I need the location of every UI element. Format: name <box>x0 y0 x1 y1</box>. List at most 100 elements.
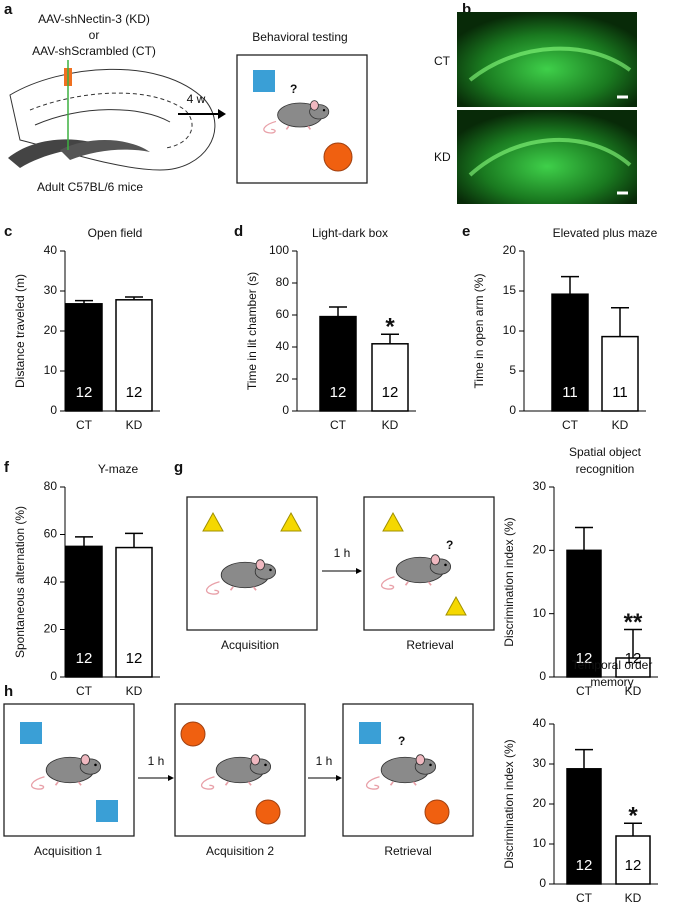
micrograph <box>457 110 637 204</box>
y-tick-label: 30 <box>44 283 58 297</box>
object-square <box>253 70 275 92</box>
object-triangle <box>382 511 404 532</box>
x-tick-label: KD <box>625 684 642 698</box>
y-tick-label: 20 <box>44 622 58 636</box>
y-tick-label: 15 <box>503 283 517 297</box>
x-tick-label: KD <box>126 418 143 432</box>
x-tick-label: CT <box>562 418 579 432</box>
object-circle <box>323 142 353 172</box>
y-tick-label: 80 <box>44 479 58 493</box>
bar <box>566 768 602 885</box>
bar <box>319 315 357 412</box>
n-label: 12 <box>576 857 593 874</box>
y-tick-label: 5 <box>509 363 516 377</box>
y-tick-label: 30 <box>533 479 547 493</box>
y-tick-label: 40 <box>276 339 290 353</box>
cell-layer <box>468 46 632 82</box>
chart-title: Elevated plus maze <box>553 226 658 240</box>
object-square <box>359 722 381 744</box>
arrow-head <box>218 109 226 119</box>
cell-layer <box>468 138 632 177</box>
y-tick-label: 20 <box>503 243 517 257</box>
object-square <box>20 722 42 744</box>
panel-label: b <box>462 1 471 18</box>
y-axis-label: Discrimination index (%) <box>502 517 516 646</box>
bar <box>601 335 639 412</box>
panel-label: a <box>4 1 13 18</box>
bar <box>615 657 651 678</box>
chart-title: recognition <box>576 462 635 476</box>
bar <box>115 299 153 412</box>
y-tick-label: 40 <box>44 243 58 257</box>
label: 4 w <box>187 92 206 106</box>
hippocampus-drawing <box>8 60 216 171</box>
y-tick-label: 0 <box>509 403 516 417</box>
label: Acquisition <box>221 638 279 652</box>
y-tick-label: 60 <box>276 307 290 321</box>
y-tick-label: 0 <box>282 403 289 417</box>
chart-title: Open field <box>88 226 143 240</box>
bar <box>115 546 153 678</box>
n-label: 12 <box>76 384 93 401</box>
n-label: 12 <box>126 650 143 667</box>
panel-label: c <box>4 223 12 240</box>
label: or <box>89 28 100 42</box>
y-tick-label: 0 <box>539 669 546 683</box>
bar <box>371 343 409 412</box>
object-square <box>96 800 118 822</box>
x-tick-label: CT <box>76 418 93 432</box>
y-tick-label: 10 <box>533 606 547 620</box>
chart-title: Light-dark box <box>312 226 388 240</box>
label: ? <box>446 538 453 552</box>
label: Behavioral testing <box>252 30 347 44</box>
n-label: 12 <box>76 650 93 667</box>
n-label: 12 <box>126 384 143 401</box>
x-tick-label: KD <box>625 891 642 904</box>
label: Adult C57BL/6 mice <box>37 180 143 194</box>
object-circle <box>255 799 281 825</box>
label: ? <box>398 734 405 748</box>
n-label: 12 <box>625 857 642 874</box>
arrow-head <box>336 775 342 781</box>
y-tick-label: 100 <box>269 243 289 257</box>
label: CT <box>434 54 451 68</box>
panel-label: f <box>4 459 10 476</box>
y-tick-label: 10 <box>44 363 58 377</box>
x-tick-label: KD <box>382 418 399 432</box>
x-tick-label: CT <box>576 891 593 904</box>
y-tick-label: 20 <box>276 371 290 385</box>
label: Retrieval <box>406 638 453 652</box>
n-label: 11 <box>562 384 578 401</box>
label: 1 h <box>316 754 333 768</box>
y-tick-label: 30 <box>533 756 547 770</box>
significance: * <box>628 803 638 830</box>
y-axis-label: Time in open arm (%) <box>472 274 486 389</box>
micrograph <box>457 12 637 107</box>
significance: ** <box>624 609 643 636</box>
y-tick-label: 20 <box>44 323 58 337</box>
y-tick-label: 40 <box>533 716 547 730</box>
chart-title: Y-maze <box>98 462 139 476</box>
x-tick-label: CT <box>76 684 93 698</box>
panel-label: d <box>234 223 243 240</box>
y-tick-label: 80 <box>276 275 290 289</box>
object-triangle <box>202 511 224 532</box>
x-tick-label: CT <box>576 684 593 698</box>
label: Acquisition 2 <box>206 844 274 858</box>
label: 1 h <box>148 754 165 768</box>
y-axis-label: Time in lit chamber (s) <box>245 272 259 390</box>
object-triangle <box>280 511 302 532</box>
object-circle <box>180 721 206 747</box>
bar <box>65 303 103 412</box>
y-tick-label: 10 <box>533 836 547 850</box>
chart-title: Temporal order <box>572 658 653 672</box>
label: ? <box>290 82 297 96</box>
y-tick-label: 10 <box>503 323 517 337</box>
y-tick-label: 0 <box>539 876 546 890</box>
chart-title: memory <box>590 675 633 689</box>
y-tick-label: 0 <box>50 403 57 417</box>
y-axis-label: Distance traveled (m) <box>13 274 27 388</box>
x-tick-label: KD <box>126 684 143 698</box>
n-label: 12 <box>330 384 347 401</box>
